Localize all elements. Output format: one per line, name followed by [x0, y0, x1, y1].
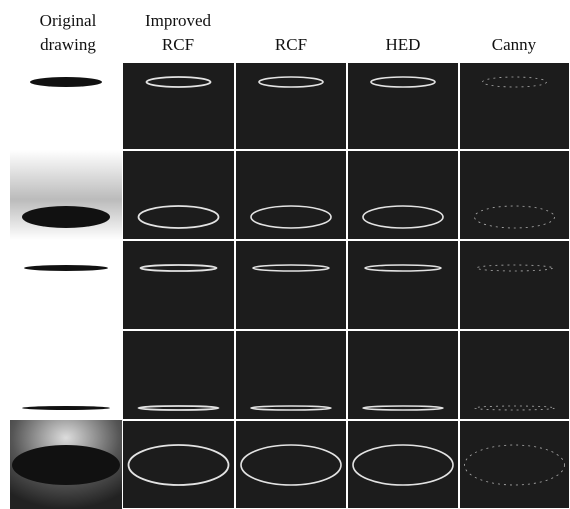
- image-cell: [236, 63, 346, 149]
- image-cell: [123, 421, 234, 508]
- lens: [22, 406, 110, 410]
- image-cell: [10, 62, 122, 150]
- image-cell: [460, 421, 569, 508]
- image-cell: [460, 63, 569, 149]
- image-cell: [348, 151, 458, 239]
- image-cell: [123, 63, 234, 149]
- image-cell: [236, 151, 346, 239]
- figure: Original drawing Improved RCF RCF HED Ca…: [0, 0, 570, 509]
- image-cell: [123, 241, 234, 329]
- image-cell: [348, 241, 458, 329]
- lens: [24, 265, 108, 271]
- lens: [30, 77, 102, 87]
- image-cell: [10, 240, 122, 330]
- image-grid: [0, 0, 570, 509]
- lens: [22, 206, 110, 228]
- image-cell: [123, 151, 234, 239]
- image-cell: [236, 241, 346, 329]
- image-cell: [460, 151, 569, 239]
- lens: [12, 445, 120, 485]
- image-cell: [348, 421, 458, 508]
- image-cell: [460, 241, 569, 329]
- image-cell: [236, 421, 346, 508]
- image-cell: [348, 63, 458, 149]
